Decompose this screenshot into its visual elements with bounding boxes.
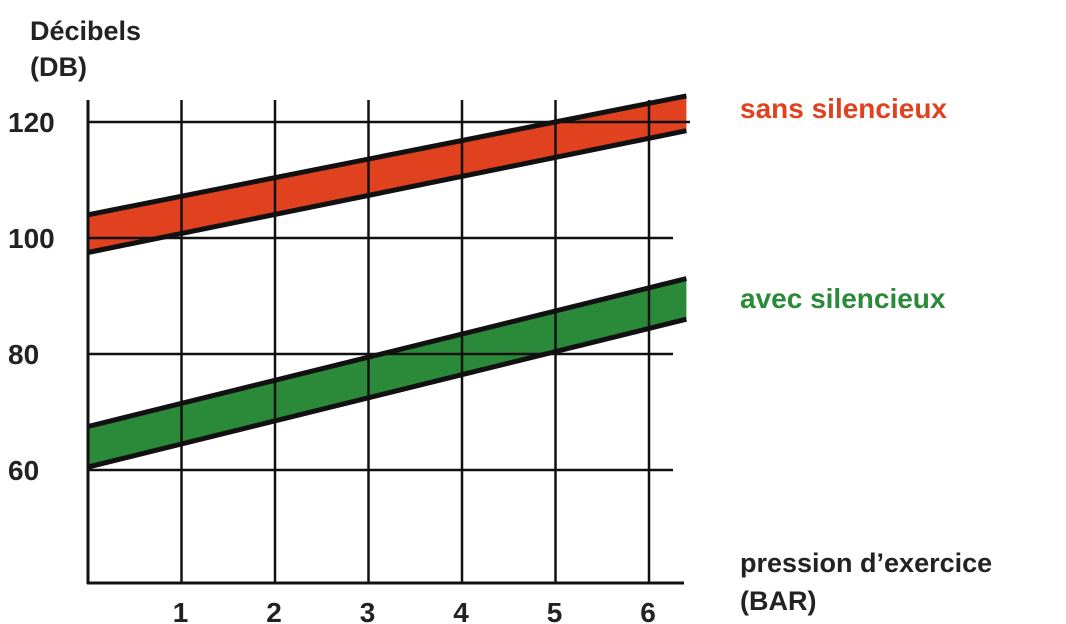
x-tick-label-1: 1	[173, 597, 189, 624]
band-sans-silencieux	[88, 95, 687, 253]
x-axis-label-line-1: pression d’exercice	[740, 548, 993, 578]
bands	[87, 93, 687, 470]
y-tick-label-80: 80	[8, 339, 39, 370]
y-tick-label-100: 100	[8, 223, 55, 254]
y-axis-label-line-1: Décibels	[30, 16, 142, 46]
legend-avec-silencieux: avec silencieux	[740, 283, 946, 314]
x-tick-label-5: 5	[547, 597, 563, 624]
y-tick-label-60: 60	[8, 455, 39, 486]
x-axis-label-line-2: (BAR)	[740, 586, 817, 616]
y-tick-label-120: 120	[8, 107, 55, 138]
x-tick-label-3: 3	[360, 597, 376, 624]
x-tick-label-6: 6	[640, 597, 656, 624]
grid	[88, 100, 690, 583]
band-lower-edge-avec-silencieux	[87, 316, 687, 470]
band-upper-edge-sans-silencieux	[87, 93, 687, 218]
band-lower-edge-sans-silencieux	[87, 128, 687, 255]
x-tick-label-2: 2	[266, 597, 282, 624]
y-axis-label-line-2: (DB)	[30, 52, 87, 82]
band-avec-silencieux	[88, 278, 687, 468]
tick-labels: 60 80 100 120 1 2 3 4 5 6	[8, 107, 656, 624]
x-tick-label-4: 4	[453, 597, 469, 624]
legend-sans-silencieux: sans silencieux	[740, 93, 948, 124]
axes	[86, 100, 684, 585]
band-upper-edge-avec-silencieux	[87, 276, 687, 429]
